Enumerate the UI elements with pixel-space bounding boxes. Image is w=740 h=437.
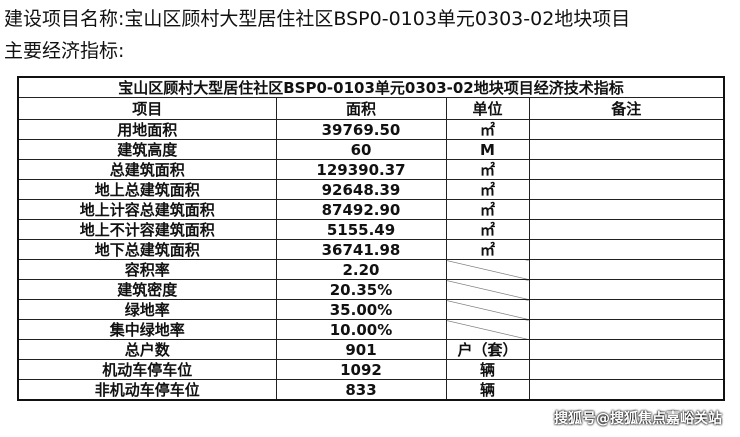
table-row: 容积率 2.20 bbox=[17, 259, 725, 280]
cell-unit: ㎡ bbox=[445, 199, 530, 220]
cell-unit: ㎡ bbox=[445, 239, 530, 260]
cell-unit bbox=[445, 259, 530, 280]
table-row: 机动车停车位 1092 辆 bbox=[17, 359, 725, 380]
cell-item: 用地面积 bbox=[17, 119, 277, 140]
cell-unit bbox=[445, 299, 530, 320]
cell-note bbox=[528, 119, 725, 140]
cell-note bbox=[528, 259, 725, 280]
cell-item: 总建筑面积 bbox=[17, 159, 277, 180]
cell-item: 地上总建筑面积 bbox=[17, 179, 277, 200]
header-unit: 单位 bbox=[445, 97, 530, 120]
cell-unit: ㎡ bbox=[445, 219, 530, 240]
cell-value: 10.00% bbox=[275, 319, 447, 340]
cell-value: 833 bbox=[275, 379, 447, 401]
cell-unit: ㎡ bbox=[445, 119, 530, 140]
table-row: 地下总建筑面积 36741.98 ㎡ bbox=[17, 239, 725, 260]
cell-unit bbox=[445, 279, 530, 300]
cell-value: 2.20 bbox=[275, 259, 447, 280]
cell-value: 901 bbox=[275, 339, 447, 360]
cell-note bbox=[528, 299, 725, 320]
cell-item: 建筑高度 bbox=[17, 139, 277, 160]
header-item: 项目 bbox=[17, 97, 277, 120]
cell-note bbox=[528, 279, 725, 300]
cell-unit: ㎡ bbox=[445, 179, 530, 200]
cell-note bbox=[528, 359, 725, 380]
table-row: 总建筑面积 129390.37 ㎡ bbox=[17, 159, 725, 180]
cell-item: 容积率 bbox=[17, 259, 277, 280]
cell-unit: 辆 bbox=[445, 359, 530, 380]
indicators-table: 宝山区顾村大型居住社区BSP0-0103单元0303-02地块项目经济技术指标 … bbox=[17, 76, 725, 401]
cell-value: 1092 bbox=[275, 359, 447, 380]
cell-unit: M bbox=[445, 139, 530, 160]
table-row: 集中绿地率 10.00% bbox=[17, 319, 725, 340]
header-value: 面积 bbox=[275, 97, 447, 120]
cell-value: 60 bbox=[275, 139, 447, 160]
cell-value: 35.00% bbox=[275, 299, 447, 320]
table-row: 地上总建筑面积 92648.39 ㎡ bbox=[17, 179, 725, 200]
cell-value: 39769.50 bbox=[275, 119, 447, 140]
table-row: 绿地率 35.00% bbox=[17, 299, 725, 320]
cell-value: 5155.49 bbox=[275, 219, 447, 240]
cell-note bbox=[528, 219, 725, 240]
cell-value: 87492.90 bbox=[275, 199, 447, 220]
watermark: 搜狐号@搜狐焦点嘉峪关站 bbox=[554, 411, 722, 427]
cell-note bbox=[528, 139, 725, 160]
cell-item: 集中绿地率 bbox=[17, 319, 277, 340]
cell-unit: 辆 bbox=[445, 379, 530, 401]
table-title: 宝山区顾村大型居住社区BSP0-0103单元0303-02地块项目经济技术指标 bbox=[17, 76, 725, 98]
cell-note bbox=[528, 379, 725, 401]
cell-note bbox=[528, 179, 725, 200]
table-row: 建筑高度 60 M bbox=[17, 139, 725, 160]
indicators-label: 主要经济指标: bbox=[4, 40, 125, 62]
cell-value: 92648.39 bbox=[275, 179, 447, 200]
cell-note bbox=[528, 239, 725, 260]
cell-item: 总户数 bbox=[17, 339, 277, 360]
table-row: 总户数 901 户（套） bbox=[17, 339, 725, 360]
cell-item: 建筑密度 bbox=[17, 279, 277, 300]
table-row: 地上不计容建筑面积 5155.49 ㎡ bbox=[17, 219, 725, 240]
cell-unit: 户（套） bbox=[445, 339, 530, 360]
cell-item: 地上计容总建筑面积 bbox=[17, 199, 277, 220]
cell-unit bbox=[445, 319, 530, 340]
project-name-line: 建设项目名称:宝山区顾村大型居住社区BSP0-0103单元0303-02地块项目 bbox=[4, 8, 631, 30]
table-row: 用地面积 39769.50 ㎡ bbox=[17, 119, 725, 140]
cell-unit: ㎡ bbox=[445, 159, 530, 180]
table-row: 非机动车停车位 833 辆 bbox=[17, 379, 725, 401]
cell-note bbox=[528, 199, 725, 220]
cell-note bbox=[528, 339, 725, 360]
cell-value: 20.35% bbox=[275, 279, 447, 300]
table-row: 地上计容总建筑面积 87492.90 ㎡ bbox=[17, 199, 725, 220]
cell-item: 绿地率 bbox=[17, 299, 277, 320]
cell-note bbox=[528, 319, 725, 340]
cell-value: 36741.98 bbox=[275, 239, 447, 260]
cell-note bbox=[528, 159, 725, 180]
cell-value: 129390.37 bbox=[275, 159, 447, 180]
header-note: 备注 bbox=[528, 97, 725, 120]
cell-item: 地上不计容建筑面积 bbox=[17, 219, 277, 240]
cell-item: 地下总建筑面积 bbox=[17, 239, 277, 260]
cell-item: 机动车停车位 bbox=[17, 359, 277, 380]
cell-item: 非机动车停车位 bbox=[17, 379, 277, 401]
table-row: 建筑密度 20.35% bbox=[17, 279, 725, 300]
